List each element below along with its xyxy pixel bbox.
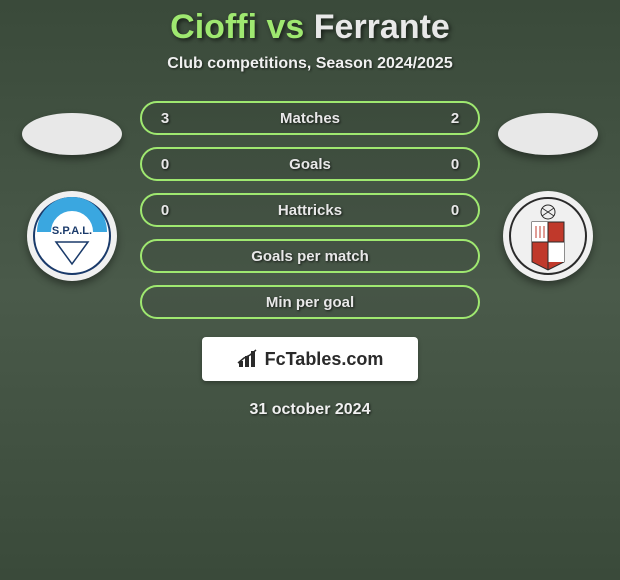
stat-right-value: 2 xyxy=(446,110,464,127)
stat-row-hattricks: 0 Hattricks 0 xyxy=(140,193,480,227)
stat-label: Min per goal xyxy=(174,294,446,311)
player1-avatar xyxy=(22,113,122,155)
player2-name: Ferrante xyxy=(314,8,450,46)
stat-row-goals-per-match: Goals per match xyxy=(140,239,480,273)
stat-label: Matches xyxy=(174,110,446,127)
player2-avatar xyxy=(498,113,598,155)
subtitle: Club competitions, Season 2024/2025 xyxy=(167,55,452,73)
stat-right-value: 0 xyxy=(446,202,464,219)
stat-label: Hattricks xyxy=(174,202,446,219)
svg-text:S.P.A.L.: S.P.A.L. xyxy=(52,225,92,237)
stat-left-value: 3 xyxy=(156,110,174,127)
team1-crest: S.P.A.L. xyxy=(27,191,117,281)
vs-separator: vs xyxy=(266,8,304,46)
main-row: S.P.A.L. 3 Matches 2 0 Goals 0 0 Hattric… xyxy=(0,101,620,319)
team2-crest xyxy=(503,191,593,281)
left-column: S.P.A.L. xyxy=(22,101,122,281)
chart-icon xyxy=(237,349,259,369)
watermark-text: FcTables.com xyxy=(265,349,384,370)
spal-crest-icon: S.P.A.L. xyxy=(32,196,112,276)
stats-column: 3 Matches 2 0 Goals 0 0 Hattricks 0 Goal… xyxy=(140,101,480,319)
watermark-logo[interactable]: FcTables.com xyxy=(202,337,418,381)
stat-row-min-per-goal: Min per goal xyxy=(140,285,480,319)
player1-name: Cioffi xyxy=(170,8,257,46)
stat-left-value: 0 xyxy=(156,156,174,173)
page-title: Cioffi vs Ferrante xyxy=(170,8,450,47)
comparison-card: Cioffi vs Ferrante Club competitions, Se… xyxy=(0,0,620,419)
stat-left-value: 0 xyxy=(156,202,174,219)
stat-row-goals: 0 Goals 0 xyxy=(140,147,480,181)
right-column xyxy=(498,101,598,281)
stat-label: Goals xyxy=(174,156,446,173)
rimini-crest-icon xyxy=(508,196,588,276)
stat-label: Goals per match xyxy=(174,248,446,265)
date-label: 31 october 2024 xyxy=(250,401,371,419)
stat-row-matches: 3 Matches 2 xyxy=(140,101,480,135)
stat-right-value: 0 xyxy=(446,156,464,173)
